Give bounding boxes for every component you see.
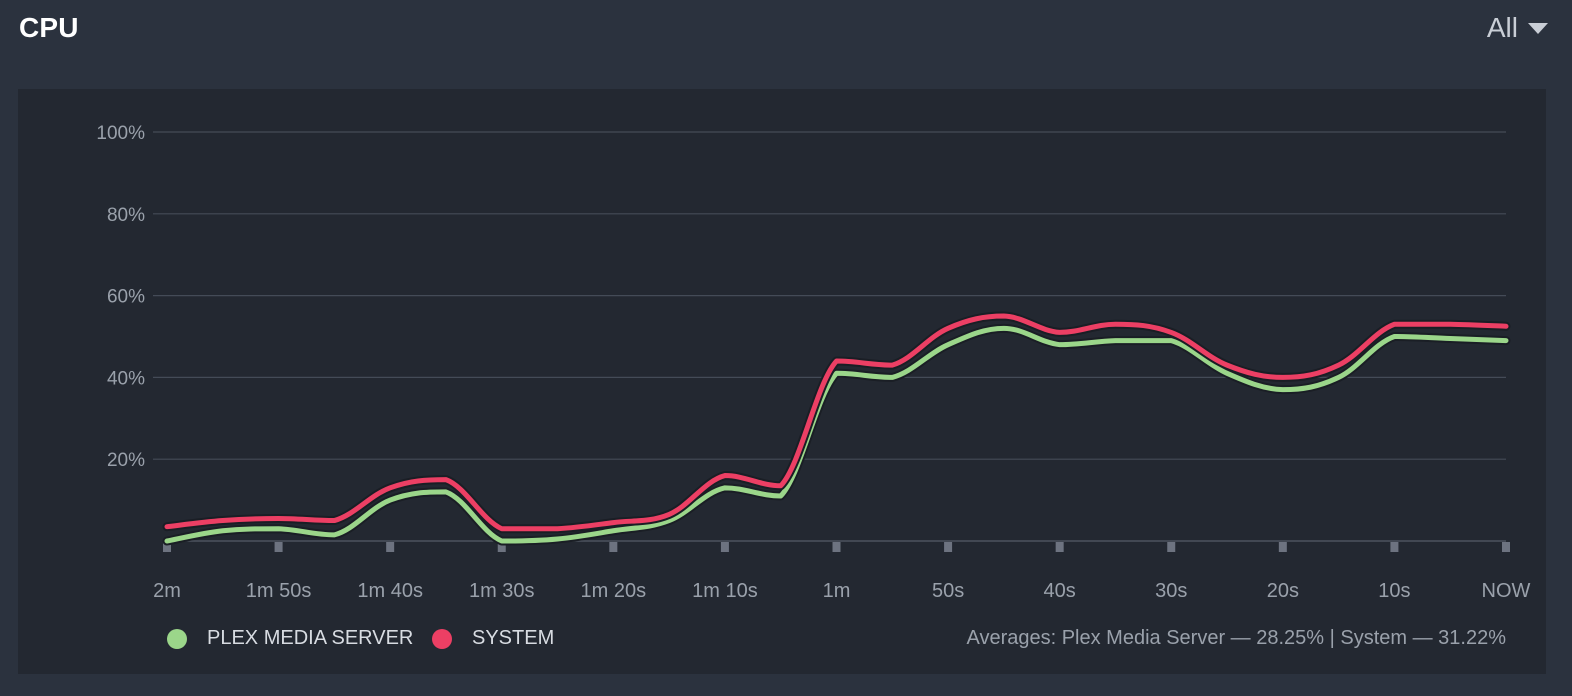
legend-label: PLEX MEDIA SERVER xyxy=(207,627,414,649)
cpu-chart: 20% 40% 60% 80% 100% 2m 1m 50s 1m 40s 1m 30s 1m 2… xyxy=(96,123,1531,602)
legend-item-plex-media-server: PLEX MEDIA SERVER xyxy=(167,627,413,650)
x-tick-mark xyxy=(832,542,841,552)
x-tick-label: 40s xyxy=(1044,580,1076,602)
y-tick-label: 60% xyxy=(107,287,145,308)
filter-dropdown[interactable]: All xyxy=(1487,12,1548,44)
cpu-chart-panel: 20% 40% 60% 80% 100% 2m 1m 50s 1m 40s 1m 30s 1m 2… xyxy=(18,89,1546,674)
x-tick-mark xyxy=(1055,542,1064,552)
y-tick-label: 80% xyxy=(107,205,145,226)
x-tick-label: 1m 40s xyxy=(357,580,423,602)
y-tick-label: 40% xyxy=(107,368,145,389)
x-tick-label: 1m 50s xyxy=(246,580,312,602)
x-tick-mark xyxy=(944,542,953,552)
series-line-system xyxy=(164,313,1509,532)
y-tick-label: 20% xyxy=(107,450,145,471)
averages-text: Averages: Plex Media Server — 28.25% | S… xyxy=(966,627,1506,649)
x-tick-mark xyxy=(1167,542,1176,552)
x-tick-label: 2m xyxy=(153,580,181,602)
x-tick-mark xyxy=(1390,542,1399,552)
x-tick-label: 1m 20s xyxy=(581,580,647,602)
x-tick-label: 20s xyxy=(1267,580,1299,602)
x-tick-mark xyxy=(720,542,729,552)
x-tick-mark xyxy=(1502,542,1510,552)
x-tick-label: 1m xyxy=(823,580,851,602)
x-tick-label: 1m 10s xyxy=(692,580,758,602)
legend-label: SYSTEM xyxy=(472,627,555,649)
legend-item-system: SYSTEM xyxy=(432,627,554,650)
x-tick-mark xyxy=(386,542,395,552)
series-line-plex-media-server xyxy=(164,325,1509,544)
legend-marker xyxy=(167,628,187,649)
x-tick-mark xyxy=(163,542,171,552)
x-tick-label: NOW xyxy=(1482,580,1531,602)
x-tick-label: 1m 30s xyxy=(469,580,535,602)
legend-marker xyxy=(432,628,452,649)
x-tick-label: 10s xyxy=(1378,580,1410,602)
page-title: CPU xyxy=(19,12,79,43)
series-line-outline-system xyxy=(162,311,1511,534)
y-tick-label: 100% xyxy=(96,123,145,144)
x-tick-mark xyxy=(274,542,283,552)
x-tick-mark xyxy=(609,542,618,552)
header: CPU All xyxy=(0,0,1572,62)
x-tick-mark xyxy=(497,542,506,552)
chevron-down-icon xyxy=(1528,22,1548,34)
x-tick-label: 50s xyxy=(932,580,964,602)
filter-label: All xyxy=(1486,12,1518,43)
x-tick-mark xyxy=(1278,542,1287,552)
x-tick-label: 30s xyxy=(1155,580,1187,602)
